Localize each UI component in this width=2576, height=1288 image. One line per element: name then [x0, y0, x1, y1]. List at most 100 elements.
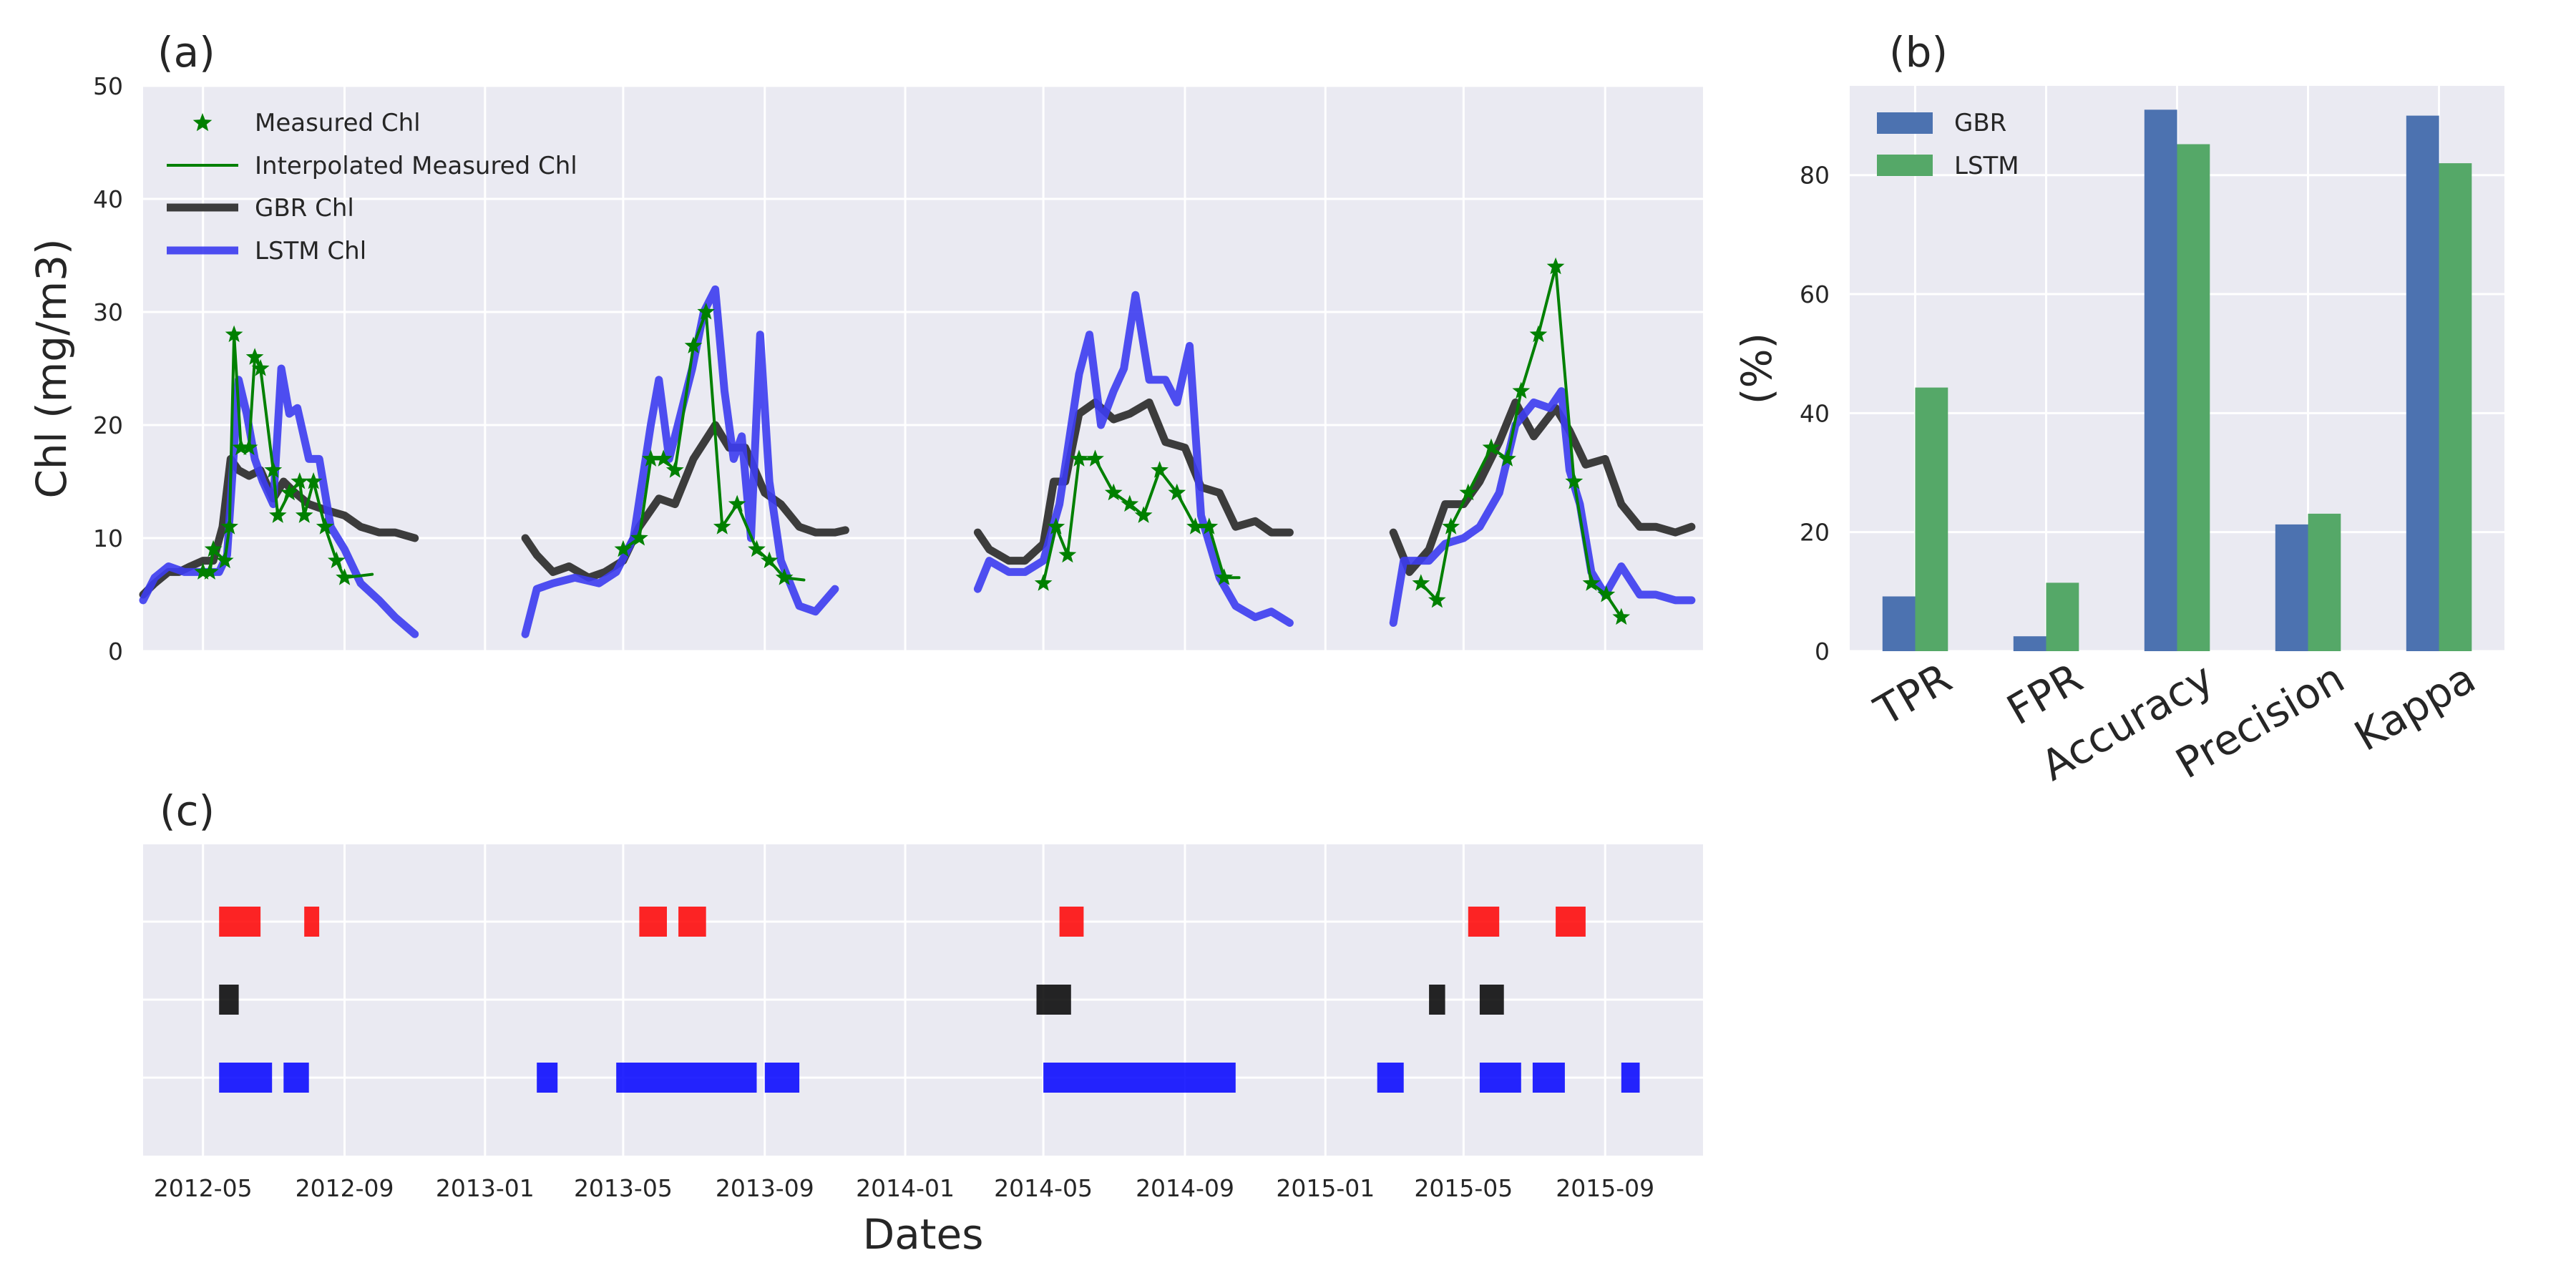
- measured-point: [1546, 257, 1565, 275]
- series-measured-chl: [194, 257, 1631, 625]
- panel-b-y-tick-label: 80: [1800, 162, 1830, 190]
- panel-b-category-label: Kappa: [2346, 653, 2483, 761]
- measured-point: [304, 472, 323, 489]
- panel-c-x-axis-label: Dates: [863, 1210, 984, 1259]
- measured-point: [1582, 574, 1601, 591]
- measured-point: [775, 568, 794, 585]
- panel-c-x-tick-label: 2013-05: [574, 1174, 673, 1202]
- event-row-blue: [219, 1063, 1640, 1093]
- panel-a-y-ticks: 0 10 20 30 40 50: [93, 72, 123, 665]
- event-interval: [639, 907, 667, 937]
- event-interval: [249, 907, 261, 937]
- panel-c-x-tick-label: 2015-05: [1414, 1174, 1513, 1202]
- panel-c-x-tick-label: 2015-09: [1556, 1174, 1654, 1202]
- panel-a-y-tick-label: 0: [108, 638, 123, 665]
- legend-item-lstm: LSTM Chl: [167, 237, 366, 265]
- panel-a-y-tick-label: 30: [93, 298, 123, 326]
- bar-gbr-kappa: [2406, 115, 2439, 652]
- measured-point: [1597, 585, 1616, 602]
- panel-c-x-tick-label: 2012-09: [296, 1174, 394, 1202]
- panel-a-series: [139, 257, 1696, 638]
- measured-point: [748, 540, 766, 557]
- legend-item-bar-gbr: GBR: [1877, 109, 2006, 137]
- measured-point: [630, 529, 648, 546]
- measured-point: [251, 359, 270, 376]
- measured-point: [194, 562, 212, 580]
- event-interval: [1479, 985, 1504, 1015]
- panel-a-y-axis-label: Chl (mg/m3): [27, 238, 76, 498]
- event-interval: [616, 1063, 757, 1093]
- panel-c-x-tick-label: 2012-05: [154, 1174, 253, 1202]
- legend-label-gbr: GBR Chl: [255, 194, 354, 223]
- measured-point: [204, 540, 223, 557]
- measured-point: [336, 568, 353, 585]
- measured-point: [1412, 574, 1430, 591]
- panel-b-y-ticks: 0 20 40 60 80: [1800, 162, 1830, 665]
- measured-point: [1186, 517, 1204, 535]
- bar-lstm-fpr: [2046, 582, 2079, 651]
- measured-point: [1428, 590, 1446, 608]
- measured-point: [1565, 472, 1584, 489]
- event-interval: [1468, 907, 1500, 937]
- panel-c-events: [219, 907, 1640, 1093]
- event-row-red: [219, 907, 1586, 937]
- event-interval: [1621, 1063, 1640, 1093]
- measured-point: [280, 483, 298, 501]
- bar-gbr-fpr: [2013, 636, 2046, 651]
- panel-c-event-raster: 2012-05 2012-09 2013-01 2013-05 2013-09 2014-…: [143, 786, 1703, 1259]
- measured-point: [327, 551, 346, 569]
- measured-point: [1498, 449, 1516, 467]
- event-interval: [678, 907, 706, 937]
- legend-label-bar-lstm: LSTM: [1954, 152, 2019, 180]
- legend-label-measured: Measured Chl: [255, 109, 421, 137]
- panel-a-plot-area: [143, 86, 1703, 651]
- panel-b-y-tick-label: 40: [1800, 399, 1830, 427]
- legend-label-interpolated: Interpolated Measured Chl: [255, 152, 577, 180]
- legend-swatch-bar-gbr: [1877, 112, 1933, 134]
- legend-item-measured: Measured Chl: [192, 109, 421, 137]
- measured-point: [1047, 517, 1065, 535]
- legend-label-lstm: LSTM Chl: [255, 237, 366, 265]
- event-interval: [1201, 1063, 1236, 1093]
- panel-a-line-chart: 0 10 20 30 40 50 (a) Chl (mg/m3) Measured Chl…: [27, 28, 1703, 665]
- measured-point: [232, 438, 250, 456]
- bar-gbr-accuracy: [2144, 109, 2177, 652]
- measured-point: [240, 438, 258, 456]
- event-interval: [537, 1063, 558, 1093]
- event-interval: [1043, 1063, 1201, 1093]
- measured-point: [264, 461, 283, 478]
- panel-a-y-tick-label: 10: [93, 525, 123, 552]
- measured-point: [1459, 483, 1478, 501]
- panel-c-x-tick-label: 2015-01: [1276, 1174, 1375, 1202]
- measured-point: [1121, 494, 1139, 512]
- event-interval: [219, 985, 239, 1015]
- bar-gbr-tpr: [1882, 596, 1916, 651]
- measured-point: [1442, 517, 1460, 535]
- series-line-segment: [521, 421, 849, 582]
- event-interval: [1429, 985, 1445, 1015]
- bar-lstm-tpr: [1915, 387, 1948, 651]
- measured-point: [1134, 506, 1153, 523]
- measured-point: [225, 325, 243, 343]
- panel-c-x-tick-label: 2014-09: [1136, 1174, 1234, 1202]
- series-line-segment: [973, 291, 1294, 627]
- measured-point: [1086, 449, 1104, 467]
- panel-a-y-tick-label: 50: [93, 72, 123, 100]
- panel-b-label: (b): [1889, 28, 1948, 77]
- legend-item-interpolated: Interpolated Measured Chl: [167, 152, 577, 180]
- event-interval: [764, 1063, 800, 1093]
- measured-point: [1200, 517, 1219, 535]
- panel-b-category-label: TPR: [1866, 653, 1960, 736]
- bar-lstm-precision: [2308, 513, 2341, 651]
- legend-item-bar-lstm: LSTM: [1877, 152, 2019, 180]
- series-line-segment: [1389, 398, 1696, 576]
- measured-point: [200, 562, 219, 580]
- panel-b-y-tick-label: 0: [1815, 638, 1830, 665]
- measured-point: [268, 506, 287, 523]
- measured-point: [1168, 483, 1186, 501]
- event-interval: [283, 1063, 309, 1093]
- event-interval: [1479, 1063, 1521, 1093]
- legend-label-bar-gbr: GBR: [1954, 109, 2006, 137]
